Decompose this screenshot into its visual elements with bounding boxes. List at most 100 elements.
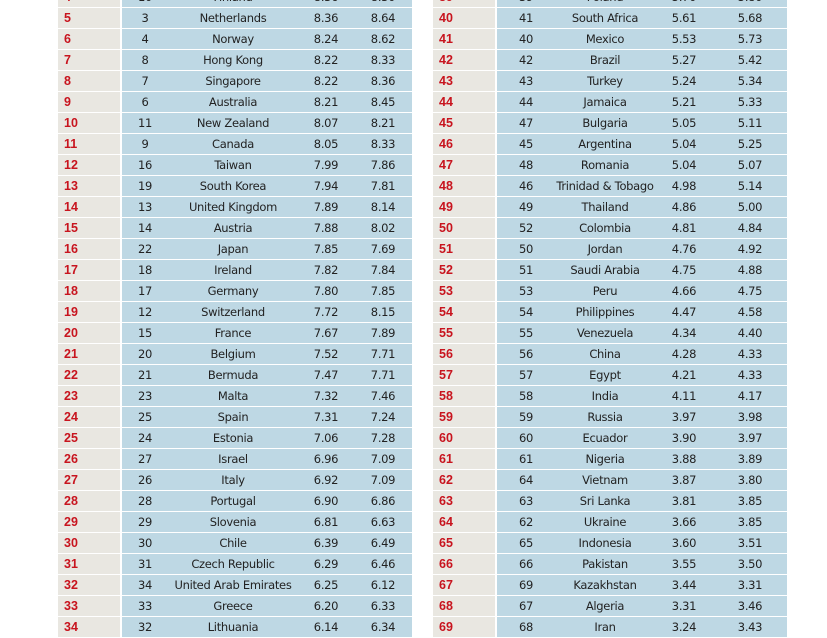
previous-score-cell: 6.63	[354, 512, 412, 532]
previous-score-cell: 6.33	[354, 596, 412, 616]
rank-cell: 54	[433, 302, 495, 322]
previous-score-cell: 5.07	[713, 155, 787, 175]
score-cell: 8.36	[298, 0, 354, 7]
rank-cell: 68	[433, 596, 495, 616]
rank-cell: 65	[433, 533, 495, 553]
country-cell: France	[168, 323, 298, 343]
score-cell: 5.53	[655, 29, 713, 49]
previous-score-cell: 8.30	[354, 0, 412, 7]
country-cell: Iran	[555, 617, 655, 637]
score-cell: 3.87	[655, 470, 713, 490]
previous-rank-cell: 60	[497, 428, 555, 448]
country-cell: Vietnam	[555, 470, 655, 490]
score-cell: 8.22	[298, 50, 354, 70]
previous-rank-cell: 68	[497, 617, 555, 637]
rank-cell: 5	[58, 8, 120, 28]
country-cell: Jamaica	[555, 92, 655, 112]
previous-rank-cell: 24	[122, 428, 168, 448]
score-cell: 5.61	[655, 8, 713, 28]
score-cell: 5.05	[655, 113, 713, 133]
country-cell: United Arab Emirates	[168, 575, 298, 595]
rank-cell: 66	[433, 554, 495, 574]
score-cell: 6.29	[298, 554, 354, 574]
rank-cell: 15	[58, 218, 120, 238]
score-cell: 8.21	[298, 92, 354, 112]
country-cell: Romania	[555, 155, 655, 175]
score-cell: 6.92	[298, 470, 354, 490]
score-cell: 8.05	[298, 134, 354, 154]
previous-score-cell: 8.64	[354, 8, 412, 28]
previous-rank-cell: 56	[497, 344, 555, 364]
country-cell: Italy	[168, 470, 298, 490]
country-cell: New Zealand	[168, 113, 298, 133]
score-cell: 7.06	[298, 428, 354, 448]
score-cell: 8.07	[298, 113, 354, 133]
rank-cell: 9	[58, 92, 120, 112]
country-cell: Singapore	[168, 71, 298, 91]
previous-score-cell: 6.12	[354, 575, 412, 595]
previous-score-cell: 5.80	[713, 0, 787, 7]
previous-score-cell: 8.36	[354, 71, 412, 91]
rank-cell: 61	[433, 449, 495, 469]
country-cell: Belgium	[168, 344, 298, 364]
country-cell: Slovenia	[168, 512, 298, 532]
country-cell: Philippines	[555, 302, 655, 322]
country-cell: Spain	[168, 407, 298, 427]
country-cell: Chile	[168, 533, 298, 553]
previous-rank-cell: 33	[122, 596, 168, 616]
previous-score-cell: 3.46	[713, 596, 787, 616]
previous-score-cell: 4.33	[713, 344, 787, 364]
previous-rank-cell: 19	[122, 176, 168, 196]
country-cell: Czech Republic	[168, 554, 298, 574]
previous-score-cell: 3.31	[713, 575, 787, 595]
rank-cell: 25	[58, 428, 120, 448]
rank-cell: 62	[433, 470, 495, 490]
score-cell: 5.24	[655, 71, 713, 91]
rank-cell: 17	[58, 260, 120, 280]
score-cell: 8.22	[298, 71, 354, 91]
country-cell: United Kingdom	[168, 197, 298, 217]
score-cell: 7.88	[298, 218, 354, 238]
previous-score-cell: 7.71	[354, 344, 412, 364]
rank-cell: 49	[433, 197, 495, 217]
previous-rank-cell: 41	[497, 8, 555, 28]
score-cell: 8.24	[298, 29, 354, 49]
previous-rank-cell: 31	[122, 554, 168, 574]
score-cell: 7.52	[298, 344, 354, 364]
country-cell: Kazakhstan	[555, 575, 655, 595]
country-cell: Israel	[168, 449, 298, 469]
previous-score-cell: 7.71	[354, 365, 412, 385]
previous-rank-cell: 21	[122, 365, 168, 385]
previous-rank-cell: 13	[122, 197, 168, 217]
previous-rank-cell: 12	[122, 302, 168, 322]
score-cell: 5.70	[655, 0, 713, 7]
previous-score-cell: 3.89	[713, 449, 787, 469]
previous-rank-cell: 44	[497, 92, 555, 112]
score-cell: 7.89	[298, 197, 354, 217]
score-cell: 7.32	[298, 386, 354, 406]
rank-cell: 43	[433, 71, 495, 91]
country-cell: Ukraine	[555, 512, 655, 532]
country-cell: Saudi Arabia	[555, 260, 655, 280]
score-cell: 4.86	[655, 197, 713, 217]
country-cell: Portugal	[168, 491, 298, 511]
previous-score-cell: 4.84	[713, 218, 787, 238]
previous-score-cell: 8.33	[354, 50, 412, 70]
country-cell: Pakistan	[555, 554, 655, 574]
rank-cell: 40	[433, 8, 495, 28]
previous-score-cell: 3.51	[713, 533, 787, 553]
score-cell: 6.81	[298, 512, 354, 532]
score-cell: 7.31	[298, 407, 354, 427]
country-cell: Ecuador	[555, 428, 655, 448]
country-cell: South Korea	[168, 176, 298, 196]
previous-rank-cell: 34	[122, 575, 168, 595]
score-cell: 6.39	[298, 533, 354, 553]
previous-rank-cell: 43	[497, 71, 555, 91]
rank-cell: 16	[58, 239, 120, 259]
previous-rank-cell: 47	[497, 113, 555, 133]
previous-score-cell: 6.34	[354, 617, 412, 637]
rank-cell: 22	[58, 365, 120, 385]
previous-rank-cell: 39	[497, 0, 555, 7]
previous-rank-cell: 25	[122, 407, 168, 427]
score-cell: 3.44	[655, 575, 713, 595]
